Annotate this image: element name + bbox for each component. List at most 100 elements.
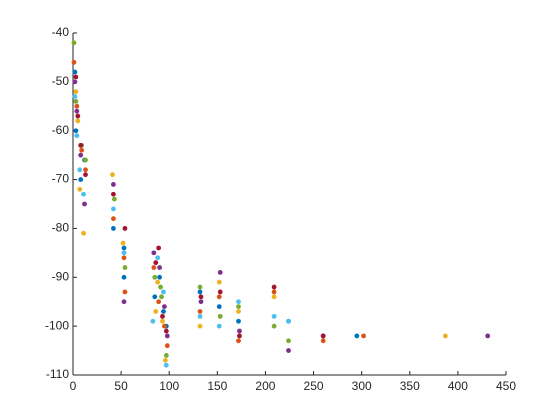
x-tick-label: 100 [159,379,179,393]
point [354,333,360,339]
point [73,99,79,104]
point [72,69,78,75]
point [160,313,165,319]
point [79,147,85,153]
point [121,299,127,305]
point [73,128,79,134]
point [111,191,116,197]
point [156,299,162,305]
point [78,152,84,158]
x-tick-label: 450 [496,379,516,393]
point [197,323,203,329]
point [162,304,167,309]
point [74,133,80,139]
point [122,265,128,270]
point [271,294,277,300]
point [111,226,116,231]
point [72,79,78,85]
point [271,313,277,319]
point [162,357,168,363]
point [156,245,162,251]
point [198,299,204,305]
point [320,333,326,339]
point [197,313,203,319]
point [77,167,83,173]
point [81,230,86,236]
point [271,323,277,329]
point [442,333,448,339]
point [164,333,170,339]
point [122,226,128,231]
point [158,284,163,290]
point [271,289,277,295]
y-tick-label: -50 [52,74,70,88]
point [216,279,222,285]
point [197,309,203,314]
point [78,142,84,148]
point [163,328,169,334]
point [121,274,127,280]
point [83,157,88,163]
point [163,353,169,358]
point [74,103,80,109]
x-tick-label: 250 [304,379,324,393]
point [121,250,127,256]
point [83,167,88,173]
point [236,309,241,314]
point [71,40,77,46]
point [73,74,79,80]
x-tick-label: 150 [207,379,227,393]
point [159,294,164,300]
point [77,186,83,192]
point [120,240,126,246]
point [153,309,159,314]
y-tick-label: -40 [52,25,70,39]
point [152,294,158,300]
point [237,328,242,334]
point [110,172,115,178]
x-tick-label: 0 [70,379,77,393]
point [286,318,291,324]
point [217,313,223,319]
point [150,318,156,324]
point [161,309,166,314]
y-tick-label: -100 [45,318,69,332]
point [236,299,241,305]
point [320,338,326,344]
point [237,333,242,339]
point [111,196,117,202]
point [361,333,366,339]
point [217,289,223,295]
y-tick-label: -60 [52,123,70,137]
point [271,284,277,290]
point [82,201,87,207]
point [155,279,161,285]
y-tick-label: -70 [52,172,70,186]
point [216,323,222,329]
x-tick-label: 50 [114,379,128,393]
point [286,338,291,344]
point [71,59,77,65]
point [236,304,241,309]
point [75,113,81,119]
point [78,177,84,182]
point [74,108,80,114]
point [216,304,222,309]
point [121,255,127,261]
y-tick-label: -110 [46,367,69,381]
point [236,338,241,344]
point [151,250,157,256]
x-tick-label: 200 [255,379,275,393]
point [73,89,79,95]
point [72,94,78,99]
point [111,216,116,222]
x-tick-label: 300 [352,379,372,393]
point [151,265,157,270]
point [216,294,222,300]
point [157,265,163,270]
point [162,323,167,329]
point [197,284,203,290]
point [164,343,170,349]
point [485,333,491,339]
